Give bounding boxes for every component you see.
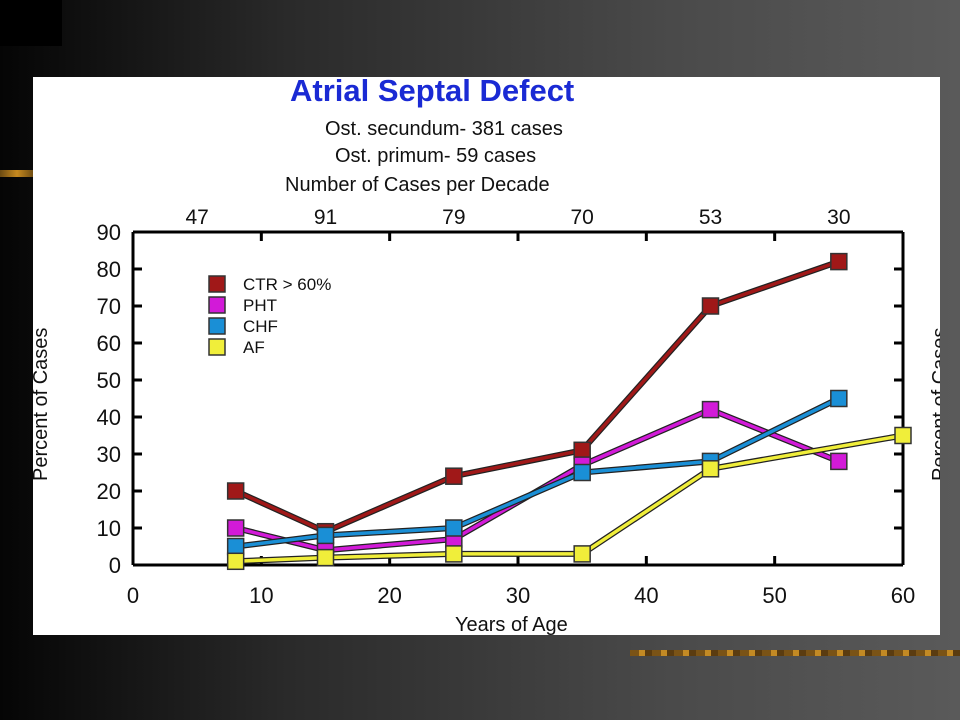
x-tick-label: 0 [127,583,139,608]
subtitle-line-2: Ost. primum- 59 cases [335,145,536,167]
data-point [701,297,720,315]
legend-swatch [208,296,226,314]
top-axis-value: 79 [442,206,465,229]
x-tick-label: 60 [891,583,915,608]
data-point [573,441,591,460]
data-point [701,460,720,478]
decorative-strip-left [0,170,34,177]
subtitle-line-1: Ost. secundum- 381 cases [325,118,563,140]
decorative-strip-bottom [630,650,960,656]
data-point [445,519,463,537]
legend-swatch [208,338,226,356]
series-line [235,433,904,564]
y-tick-label: 0 [109,553,121,578]
data-point [830,452,848,471]
data-point [830,389,848,408]
data-point [445,467,463,485]
y-tick-label: 20 [97,479,121,504]
x-tick-label: 30 [506,583,530,608]
y-tick-label: 60 [97,331,121,356]
y-tick-label: 30 [97,442,121,467]
y-tick-label: 50 [97,368,121,393]
top-axis-value: 70 [570,206,593,229]
legend-label: PHT [243,296,277,315]
y-tick-label: 40 [97,405,121,430]
legend-swatch [208,317,226,335]
top-axis-value: 30 [827,206,850,229]
y-axis-label: Percent of Cases [33,328,52,481]
chart-title: Atrial Septal Defect [290,77,574,108]
data-point [573,545,591,563]
y-tick-label: 10 [97,516,121,541]
x-tick-label: 10 [249,583,273,608]
y-tick-label: 80 [97,257,121,282]
y-axis-label-right: Percent of Cases [929,328,940,481]
x-tick-label: 50 [762,583,786,608]
data-point [445,545,463,563]
data-point [316,526,335,545]
data-point [226,482,245,500]
series-line [235,396,840,549]
data-point [226,537,245,556]
x-tick-label: 20 [377,583,401,608]
data-point [573,463,591,482]
data-point [701,400,720,419]
legend-swatch [208,275,226,293]
top-axis-value: 53 [699,206,722,229]
x-tick-label: 40 [634,583,658,608]
x-axis-label: Years of Age [455,614,568,635]
chart-panel: Atrial Septal Defect Ost. secundum- 381 … [33,77,940,635]
legend-label: CTR > 60% [243,275,331,294]
data-point [894,426,912,445]
top-axis-label: Number of Cases per Decade [285,174,550,196]
data-point [316,548,335,567]
chart-svg: Atrial Septal Defect Ost. secundum- 381 … [33,77,940,635]
series-line [234,259,840,534]
legend-label: AF [243,338,265,357]
legend-label: CHF [243,317,278,336]
y-tick-label: 70 [97,294,121,319]
data-point [226,519,245,537]
top-axis-value: 47 [185,206,208,229]
top-axis-value: 91 [314,206,337,229]
y-tick-label: 90 [97,220,121,245]
data-point [226,552,245,571]
data-point [830,252,848,271]
corner-block [0,0,62,46]
